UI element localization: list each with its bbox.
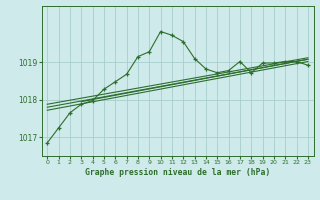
X-axis label: Graphe pression niveau de la mer (hPa): Graphe pression niveau de la mer (hPa) [85, 168, 270, 177]
